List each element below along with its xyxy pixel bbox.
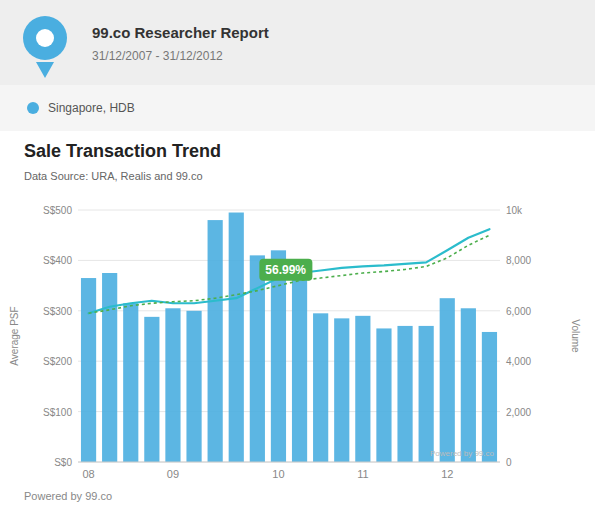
bar (334, 318, 349, 462)
bar (186, 311, 201, 462)
legend-swatch (27, 102, 39, 114)
x-tick-label: 11 (357, 468, 368, 480)
y2-tick-label: 8,000 (506, 255, 531, 266)
header-band (0, 0, 595, 85)
y2-tick-label: 4,000 (506, 356, 531, 367)
bar (165, 308, 180, 462)
logo-hole (36, 29, 54, 47)
y-axis-label: Average PSF (9, 306, 20, 365)
bar (208, 220, 223, 462)
annotation: 56.99% (259, 259, 312, 281)
x-tick-label: 08 (82, 468, 94, 480)
bar (123, 303, 138, 462)
logo-circle (23, 16, 67, 60)
bar (376, 328, 391, 462)
y2-tick-label: 6,000 (506, 306, 531, 317)
grid-line (78, 310, 500, 311)
header-subtitle: 31/12/2007 - 31/12/2012 (92, 49, 223, 63)
chart: 99.co Researcher Report 31/12/2007 - 31/1… (0, 0, 595, 513)
line (89, 229, 490, 313)
x-tick-label: 12 (441, 468, 453, 480)
grid-line (78, 411, 500, 412)
y2-tick-label: 0 (506, 457, 512, 468)
legend-band (0, 85, 595, 131)
header-title: 99.co Researcher Report (92, 24, 269, 41)
bar (313, 313, 328, 462)
grid (78, 210, 500, 462)
bar (229, 213, 244, 462)
bar (102, 273, 117, 462)
y-tick-label: S$400 (43, 255, 72, 266)
x-tick-label: 10 (272, 468, 284, 480)
y-tick-label: S$300 (43, 306, 72, 317)
grid-line (78, 361, 500, 362)
footer: Powered by 99.co (24, 490, 112, 502)
y-tick-label: S$100 (43, 407, 72, 418)
y2-tick-label: 10k (506, 205, 523, 216)
bar (81, 278, 96, 462)
annotation-text: 56.99% (265, 263, 306, 277)
bar (482, 332, 497, 462)
grid-line (78, 462, 500, 463)
bar (461, 308, 476, 462)
background (0, 0, 595, 513)
legend-label: Singapore, HDB (48, 101, 135, 115)
title: Sale Transaction Trend (24, 141, 221, 161)
x-tick-label: 09 (167, 468, 179, 480)
bar (355, 316, 370, 462)
bar (397, 326, 412, 462)
bar (419, 326, 434, 462)
bar (292, 276, 307, 462)
marks (81, 213, 497, 462)
bar (440, 298, 455, 462)
baseline (78, 462, 500, 463)
y2-tick-label: 2,000 (506, 407, 531, 418)
subtitle: Data Source: URA, Realis and 99.co (24, 170, 203, 182)
y-tick-label: S$500 (43, 205, 72, 216)
logo-pin (36, 62, 54, 78)
watermark: Powered by 99.co (430, 449, 495, 458)
annotation-box (259, 259, 312, 281)
y-tick-label: S$0 (54, 457, 72, 468)
y-tick-label: S$200 (43, 356, 72, 367)
trend-line (89, 235, 490, 313)
y2-axis-label: Volume (570, 319, 581, 353)
bar (271, 250, 286, 462)
bar (144, 317, 159, 462)
grid-line (78, 210, 500, 211)
